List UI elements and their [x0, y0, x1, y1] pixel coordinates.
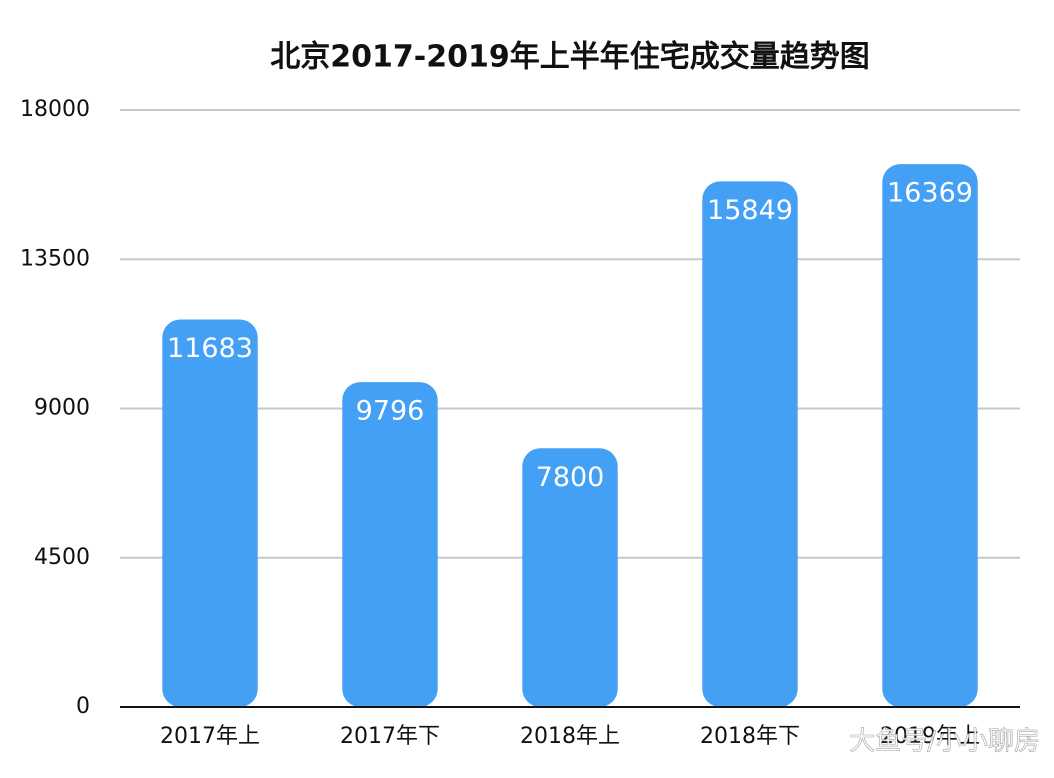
chart-title: 北京2017-2019年上半年住宅成交量趋势图 [270, 40, 869, 75]
x-tick-label: 2017年下 [340, 724, 440, 749]
bar [702, 181, 798, 708]
value-label: 7800 [536, 462, 605, 493]
value-label: 16369 [887, 178, 973, 209]
x-tick-label: 2018年下 [700, 724, 800, 749]
x-tick-label: 2018年上 [520, 724, 620, 749]
value-label: 15849 [707, 195, 793, 226]
y-tick-label: 4500 [34, 545, 90, 570]
bar [882, 164, 978, 707]
bar [522, 448, 618, 707]
y-tick-label: 18000 [20, 97, 90, 122]
y-tick-label: 13500 [20, 246, 90, 271]
value-label: 11683 [167, 333, 253, 364]
y-tick-label: 9000 [34, 396, 90, 421]
x-tick-label: 2017年上 [160, 724, 260, 749]
bar [342, 382, 438, 707]
bar [162, 319, 258, 707]
value-label: 9796 [356, 396, 425, 427]
watermark: 大鱼号/小小聊房 [849, 727, 1040, 757]
y-tick-label: 0 [76, 694, 90, 719]
x-tick-label: 2019年上 [880, 724, 980, 749]
